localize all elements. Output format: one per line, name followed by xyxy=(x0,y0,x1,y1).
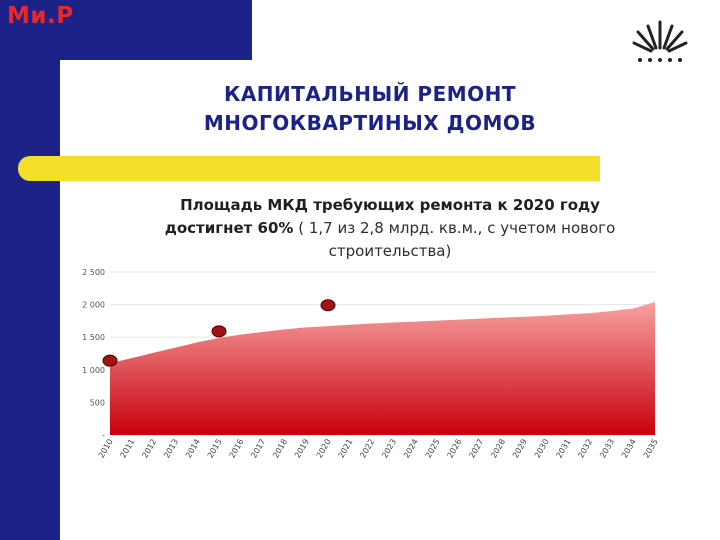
x-axis: 2010 2011 2012 2013 2014 2015 2016 2017 2018 2019… xyxy=(97,438,660,460)
y-tick-label: 1 000 xyxy=(82,366,105,375)
y-tick-label: 2 000 xyxy=(82,301,105,310)
x-tick-label: 2011 xyxy=(119,438,137,460)
x-tick-label: 2025 xyxy=(424,438,442,460)
x-tick-label: 2022 xyxy=(358,438,376,460)
accent-bar xyxy=(18,156,600,181)
x-tick-label: 2035 xyxy=(642,438,660,460)
x-tick-label: 2012 xyxy=(140,438,158,460)
y-tick-label: - xyxy=(102,431,105,440)
x-tick-label: 2013 xyxy=(162,438,180,460)
slide-title: КАПИТАЛЬНЫЙ РЕМОНТ МНОГОКВАРТИНЫХ ДОМОВ xyxy=(120,80,620,138)
x-tick-label: 2017 xyxy=(249,438,267,460)
x-tick-label: 2026 xyxy=(446,438,464,460)
x-tick-label: 2019 xyxy=(293,438,311,460)
x-tick-label: 2027 xyxy=(467,438,485,460)
data-point-marker xyxy=(211,325,227,338)
chart-markers xyxy=(102,299,336,367)
brand-logo-text: Ми.Р xyxy=(7,3,74,29)
x-tick-label: 2032 xyxy=(576,438,594,460)
y-tick-label: 2 500 xyxy=(82,268,105,277)
data-point-marker xyxy=(320,299,336,312)
slide-title-line-2: МНОГОКВАРТИНЫХ ДОМОВ xyxy=(203,111,537,135)
subtitle-bold: Площадь МКД требующих ремонта к 2020 год… xyxy=(164,196,600,237)
x-tick-label: 2010 xyxy=(97,438,115,460)
chart-subtitle: Площадь МКД требующих ремонта к 2020 год… xyxy=(150,194,630,263)
y-axis: 2 500 2 000 1 500 1 000 500 - xyxy=(82,268,105,440)
x-tick-label: 2020 xyxy=(315,438,333,460)
slide-title-line-1: КАПИТАЛЬНЫЙ РЕМОНТ xyxy=(223,82,517,106)
x-tick-label: 2030 xyxy=(533,438,551,460)
sunburst-logo-icon xyxy=(632,20,688,62)
x-tick-label: 2018 xyxy=(271,438,289,460)
x-tick-label: 2031 xyxy=(555,438,573,460)
x-tick-label: 2028 xyxy=(489,438,507,460)
y-tick-label: 500 xyxy=(90,398,105,407)
content-corner xyxy=(60,60,120,120)
x-tick-label: 2034 xyxy=(620,438,638,460)
x-tick-label: 2015 xyxy=(206,438,224,460)
x-tick-label: 2029 xyxy=(511,438,529,460)
x-tick-label: 2033 xyxy=(598,438,616,460)
subtitle-normal: ( 1,7 из 2,8 млрд. кв.м., с учетом новог… xyxy=(293,219,616,260)
left-band xyxy=(0,0,60,540)
x-tick-label: 2021 xyxy=(337,438,355,460)
data-point-marker xyxy=(102,354,118,367)
x-tick-label: 2024 xyxy=(402,438,420,460)
x-tick-label: 2023 xyxy=(380,438,398,460)
x-tick-label: 2014 xyxy=(184,438,202,460)
chart-plot-area xyxy=(110,302,655,435)
x-tick-label: 2016 xyxy=(228,438,246,460)
y-tick-label: 1 500 xyxy=(82,333,105,342)
area-series xyxy=(110,302,655,435)
